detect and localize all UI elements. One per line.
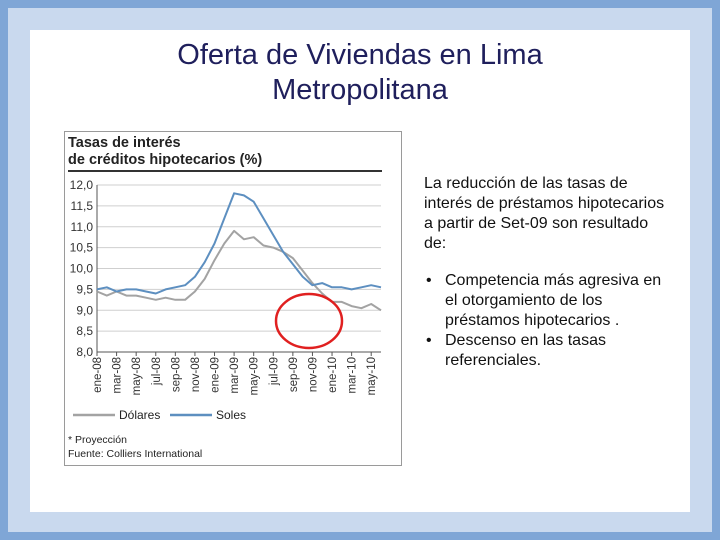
series-line-soles [96, 192, 382, 295]
intro-paragraph: La reducción de las tasas de interés de … [424, 175, 665, 252]
slide-title-line2: Metropolitana [272, 74, 448, 106]
legend-label: Dólares [119, 408, 160, 422]
annotation-source: Fuente: Colliers International [68, 448, 202, 460]
x-tick-label: ene-09 [210, 357, 222, 393]
x-tick-label: mar-09 [229, 357, 241, 393]
x-tick-label: may-08 [131, 357, 143, 395]
chart-title-line1: Tasas de interés [68, 135, 181, 151]
highlight-ellipse [274, 292, 344, 350]
x-tick-label: ene-08 [92, 357, 104, 393]
slide-title: Oferta de Viviendas en Lima Metropolitan… [30, 38, 690, 108]
y-tick-label: 9,0 [76, 303, 93, 317]
interest-rate-chart: Tasas de interés de créditos hipotecario… [64, 131, 402, 466]
x-tick-label: nov-09 [307, 357, 319, 392]
x-tick-label: ene-10 [327, 357, 339, 393]
y-tick-label: 8,5 [76, 324, 93, 338]
bullet-item: Competencia más agresiva en el otorgamie… [424, 271, 674, 331]
y-tick-label: 11,5 [71, 199, 94, 213]
x-tick-label: sep-08 [170, 357, 182, 392]
chart-svg: Tasas de interés de créditos hipotecario… [68, 135, 382, 460]
y-tick-label: 10,0 [70, 262, 94, 276]
x-tick-label: mar-10 [347, 357, 359, 393]
legend-label: Soles [216, 408, 246, 422]
x-tick-label: nov-08 [190, 357, 202, 392]
slide-title-line1: Oferta de Viviendas en Lima [177, 39, 543, 71]
explanation-text: La reducción de las tasas de interés de … [424, 174, 674, 371]
slide: Oferta de Viviendas en Lima Metropolitan… [30, 30, 690, 512]
y-tick-label: 10,5 [70, 241, 94, 255]
x-tick-label: sep-09 [288, 357, 300, 392]
x-tick-label: jul-09 [268, 357, 280, 386]
annotation-projection: * Proyección [68, 434, 127, 446]
series-line-dolares [96, 229, 382, 312]
bullet-item: Descenso en las tasas referenciales. [424, 331, 674, 371]
y-tick-label: 11,0 [71, 220, 94, 234]
y-tick-label: 8,0 [76, 345, 93, 359]
y-tick-label: 12,0 [70, 178, 94, 192]
x-tick-label: mar-08 [112, 357, 124, 393]
x-tick-label: may-09 [249, 357, 261, 395]
bullet-list: Competencia más agresiva en el otorgamie… [424, 271, 674, 371]
x-tick-label: may-10 [366, 357, 378, 395]
chart-title-line2: de créditos hipotecarios (%) [68, 152, 262, 168]
y-tick-label: 9,5 [76, 282, 93, 296]
x-tick-label: jul-08 [151, 357, 163, 386]
